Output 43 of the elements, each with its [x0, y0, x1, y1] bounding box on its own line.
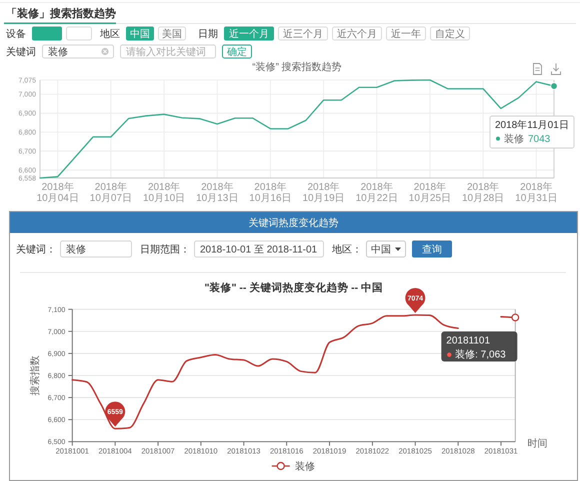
text: 自定义 [435, 28, 465, 40]
legend-label: 装修 [294, 460, 315, 473]
x-tick-label: 2018年10月07日 [90, 181, 132, 204]
text: 中国 [130, 28, 150, 40]
text: 关键词热度变化趋势 [248, 217, 338, 229]
legend-label: 装修 [504, 133, 524, 146]
annotation: 20181101 [446, 335, 490, 346]
x-tick-label: 2018年10月25日 [408, 181, 452, 204]
text: 查询 [422, 244, 442, 256]
chart-title: “装修” 搜索指数趋势 [252, 61, 342, 73]
text: 确定 [226, 46, 247, 58]
y-axis-title: 搜索指数 [29, 356, 41, 396]
text: 装修 [48, 46, 68, 58]
text: 装修 [66, 244, 86, 256]
x-tick-label: 2018年10月04日 [36, 181, 79, 204]
text: 近三个月 [283, 28, 323, 40]
text: 关键词： [16, 244, 56, 256]
x-tick-label: 2018年10月31日 [515, 181, 558, 204]
annotation: ● 装修: 7,063 [446, 348, 506, 360]
annotation: 7043 [528, 134, 551, 146]
chart-title: "装修" -- 关键词热度变化趋势 -- 中国 [204, 281, 384, 294]
text: 美国 [162, 28, 182, 40]
text: 地区 [99, 28, 120, 40]
text: 请输入对比关键词 [126, 46, 206, 58]
text: 近六个月 [337, 28, 377, 40]
text: 2018-10-01 至 2018-11-01 [200, 244, 318, 256]
x-tick-label: 2018年10月22日 [356, 181, 398, 204]
x-axis-title: 时间 [527, 438, 548, 450]
text: 日期范围： [140, 244, 190, 256]
text: 「装修」搜索指数趋势 [6, 7, 116, 20]
text: 地区： [331, 244, 362, 256]
x-tick-label: 2018年10月19日 [302, 181, 345, 204]
x-tick-label: 2018年10月10日 [142, 181, 186, 204]
text: 近一个月 [229, 28, 269, 40]
x-tick-label: 2018年10月16日 [249, 181, 292, 204]
annotation: 2018年11月01日 [495, 119, 569, 132]
text: 日期 [198, 28, 218, 40]
text: 设备 [6, 28, 26, 40]
text: 中国 [371, 244, 391, 256]
text: 近一年 [391, 28, 421, 40]
text: 关键词 [6, 46, 36, 58]
x-tick-label: 2018年10月28日 [462, 181, 504, 204]
x-tick-label: 2018年10月13日 [196, 181, 238, 204]
